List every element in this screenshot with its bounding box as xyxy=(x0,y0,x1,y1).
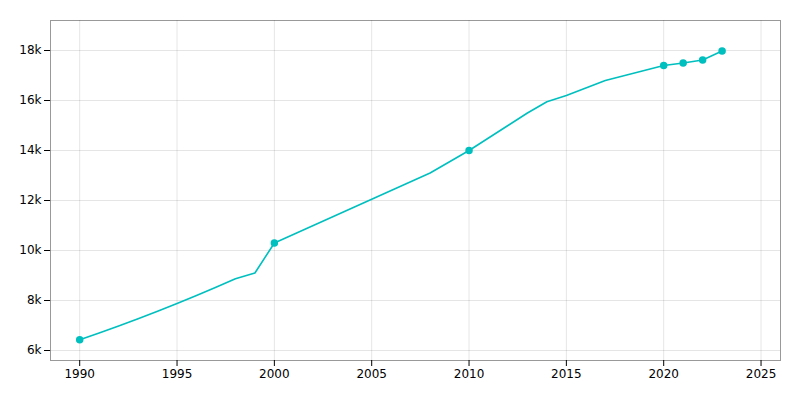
svg-text:16k: 16k xyxy=(19,93,41,107)
svg-text:2015: 2015 xyxy=(551,367,582,381)
svg-text:2025: 2025 xyxy=(746,367,777,381)
svg-text:2000: 2000 xyxy=(259,367,290,381)
svg-text:14k: 14k xyxy=(19,143,41,157)
svg-text:1995: 1995 xyxy=(162,367,193,381)
svg-text:2020: 2020 xyxy=(648,367,679,381)
svg-text:2010: 2010 xyxy=(454,367,485,381)
svg-text:18k: 18k xyxy=(19,43,41,57)
svg-text:10k: 10k xyxy=(19,243,41,257)
svg-text:6k: 6k xyxy=(27,343,42,357)
svg-text:2005: 2005 xyxy=(356,367,387,381)
svg-text:8k: 8k xyxy=(27,293,42,307)
svg-text:1990: 1990 xyxy=(64,367,95,381)
svg-text:12k: 12k xyxy=(19,193,41,207)
